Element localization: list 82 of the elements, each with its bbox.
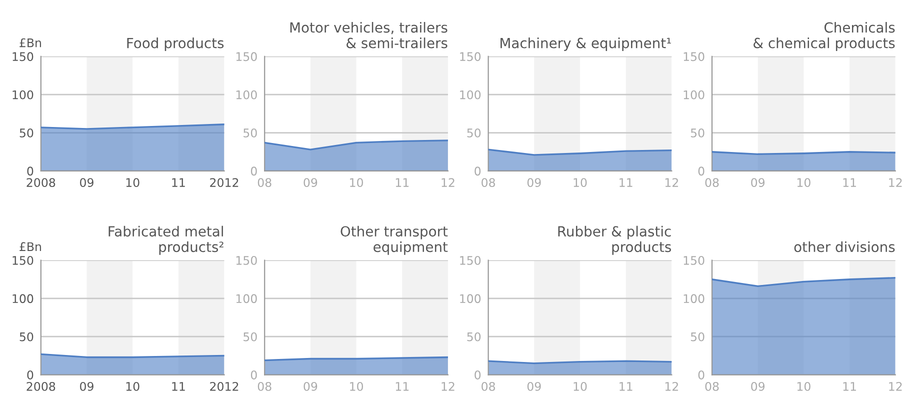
y-tick-label: 100: [236, 294, 257, 304]
y-tick-label: 150: [460, 52, 481, 62]
x-tick-label: 11: [172, 382, 185, 391]
x-tick-label: 10: [126, 178, 140, 188]
x-tick-label: 2008: [26, 178, 56, 188]
y-tick-label: 150: [12, 52, 34, 62]
y-tick-label: 0: [698, 166, 704, 176]
y-tick-label: 0: [27, 166, 34, 176]
x-tick-label: 08: [705, 178, 719, 188]
x-tick-label: 09: [527, 178, 541, 188]
x-tick-label: 08: [482, 178, 496, 188]
x-tick-label: 2008: [26, 382, 56, 391]
y-tick-label: 100: [236, 90, 257, 100]
y-tick-label: 50: [467, 332, 481, 342]
x-tick-label: 10: [797, 178, 810, 188]
x-tick-label: 10: [126, 382, 140, 391]
x-tick-label: 08: [258, 382, 272, 391]
y-tick-label: 50: [244, 332, 257, 342]
y-tick-label: 0: [250, 370, 257, 380]
x-tick-label: 08: [705, 382, 719, 391]
chart-title: Machinery & equipment¹: [500, 38, 671, 51]
x-tick-label: 09: [304, 178, 318, 188]
y-tick-label: 100: [684, 90, 704, 100]
chart-title: Fabricated metal products²: [108, 226, 224, 255]
x-tick-label: 11: [396, 178, 409, 187]
y-tick-label: 50: [244, 128, 257, 138]
x-tick-label: 11: [396, 382, 409, 391]
y-axis-title: £Bn: [20, 242, 41, 251]
x-tick-label: 11: [843, 382, 856, 391]
x-tick-label: 12: [665, 382, 678, 391]
y-tick-label: 50: [20, 128, 34, 138]
x-tick-label: 10: [350, 178, 364, 188]
chart-title: Chemicals & chemical products: [754, 22, 895, 51]
y-tick-label: 100: [460, 90, 481, 100]
y-tick-label: 0: [474, 370, 481, 380]
x-tick-label: 2012: [210, 178, 238, 188]
x-tick-label: 11: [172, 178, 185, 187]
y-tick-label: 50: [467, 128, 481, 138]
x-tick-label: 12: [442, 178, 454, 187]
y-tick-label: 50: [690, 128, 704, 138]
x-tick-label: 12: [889, 178, 902, 187]
x-tick-label: 12: [889, 382, 902, 391]
y-tick-label: 100: [12, 90, 34, 100]
chart-title: Other transport equipment: [340, 226, 448, 255]
x-tick-label: 09: [80, 382, 94, 391]
x-tick-label: 10: [574, 178, 587, 188]
y-axis-title: £Bn: [20, 38, 41, 48]
y-tick-label: 0: [474, 166, 481, 176]
y-tick-label: 100: [460, 294, 481, 304]
y-tick-label: 150: [684, 52, 704, 62]
y-tick-label: 50: [690, 332, 704, 342]
x-tick-label: 11: [620, 382, 632, 391]
chart-title: Motor vehicles, trailers & semi-trailers: [290, 22, 448, 48]
x-tick-label: 09: [527, 382, 541, 391]
y-tick-label: 150: [236, 256, 257, 265]
x-tick-label: 10: [797, 382, 810, 391]
chart-title: Rubber & plastic products: [558, 226, 671, 255]
y-tick-label: 50: [20, 332, 34, 342]
y-tick-label: 0: [250, 166, 257, 176]
x-tick-label: 09: [751, 382, 765, 391]
y-tick-label: 100: [684, 294, 704, 304]
x-tick-label: 08: [482, 382, 496, 391]
x-tick-label: 11: [843, 178, 856, 187]
y-tick-label: 150: [236, 52, 257, 62]
x-tick-label: 12: [442, 382, 454, 391]
x-tick-label: 2012: [210, 382, 238, 391]
chart-title: other divisions: [794, 241, 895, 252]
y-tick-label: 0: [698, 370, 704, 380]
y-tick-label: 0: [27, 370, 34, 380]
y-tick-label: 150: [684, 256, 704, 265]
x-tick-label: 08: [258, 178, 272, 188]
chart-title: Food products: [127, 38, 224, 51]
y-tick-label: 150: [460, 256, 481, 265]
x-tick-label: 10: [574, 382, 587, 391]
x-tick-label: 12: [665, 178, 678, 187]
y-tick-label: 150: [12, 256, 34, 265]
x-tick-label: 09: [80, 178, 94, 188]
x-tick-label: 10: [350, 382, 364, 391]
y-tick-label: 100: [12, 294, 34, 304]
x-tick-label: 11: [620, 178, 632, 187]
x-tick-label: 09: [304, 382, 318, 391]
x-tick-label: 09: [751, 178, 765, 188]
